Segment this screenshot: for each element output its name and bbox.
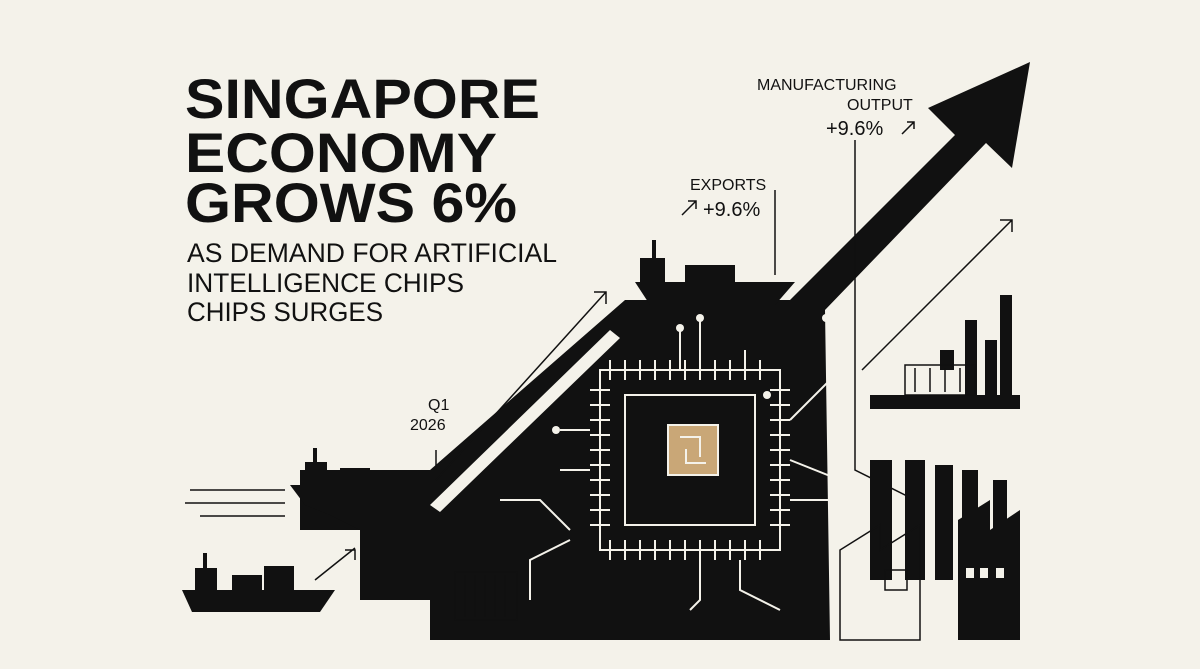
manufacturing-label: MANUFACTURING [757,77,897,94]
headline-line: GROWS 6% [185,171,517,234]
container [454,571,518,621]
arrow-stripe [430,330,620,512]
quarter-label: Q1 [428,397,449,414]
ship-top [635,240,795,305]
ship-low [182,553,335,612]
motion-lines [185,140,1013,581]
headline-line: ECONOMY [185,121,497,184]
windows [966,568,1004,578]
up-arrow-icon [901,121,915,135]
manufacturing-label: OUTPUT [847,97,913,114]
ship-mid [290,448,430,600]
subheadline-line: CHIPS SURGES [187,297,383,327]
exports-value: +9.6% [703,199,760,221]
manufacturing-value: +9.6% [826,118,883,140]
growth-arrow [300,62,1030,640]
quarter-label: 2026 [410,417,446,434]
factories [870,295,1020,640]
subheadline-line: INTELLIGENCE CHIPS [187,268,464,298]
exports-label: EXPORTS [690,177,766,194]
up-arrow-icon [681,200,697,216]
chip [500,314,881,611]
factory-outlines [839,364,976,641]
subheadline-line: AS DEMAND FOR ARTIFICIAL [187,238,557,268]
headline-line: SINGAPORE [185,67,540,130]
